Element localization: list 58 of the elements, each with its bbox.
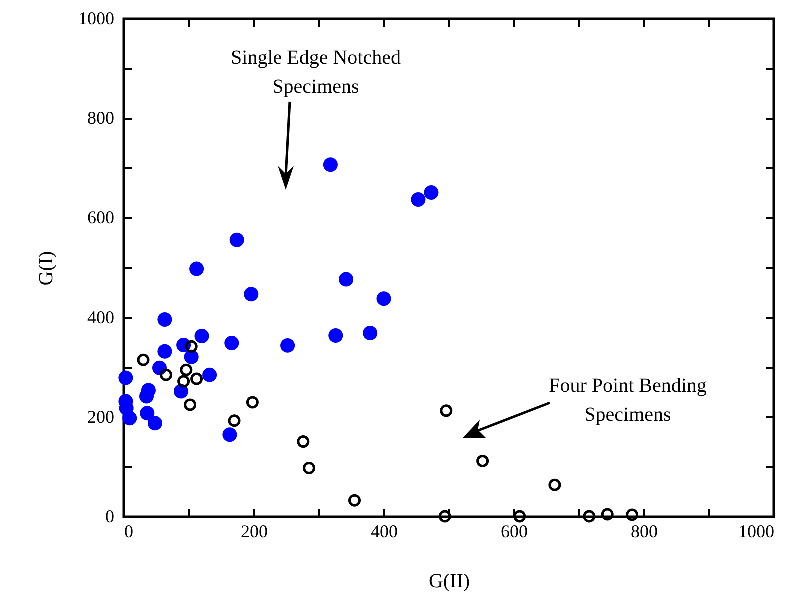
point	[202, 368, 218, 382]
x-tick-label: 1000	[738, 522, 774, 542]
point	[224, 336, 240, 350]
x-tick-label: 200	[241, 522, 268, 542]
point	[160, 368, 172, 382]
point	[583, 510, 596, 523]
point	[363, 326, 378, 340]
y-axis-title: G(I)	[36, 251, 58, 286]
point	[411, 192, 426, 208]
annotation: Single Edge Notched Specimens	[231, 47, 401, 98]
point	[194, 328, 210, 344]
point	[184, 398, 197, 412]
point	[438, 510, 452, 523]
point	[178, 375, 190, 388]
point	[137, 354, 150, 366]
point	[440, 404, 453, 418]
point	[476, 454, 490, 468]
x-tick-label: 600	[501, 522, 528, 542]
point	[190, 262, 204, 276]
point	[185, 340, 198, 353]
point	[626, 508, 639, 522]
point	[339, 272, 354, 287]
point	[601, 508, 614, 521]
y-tick-label: 200	[88, 406, 114, 427]
point	[158, 312, 172, 328]
point	[323, 158, 338, 172]
y-tick-label: 400	[88, 307, 114, 328]
point	[376, 292, 392, 306]
point	[348, 494, 361, 507]
point	[140, 406, 155, 421]
point	[184, 350, 199, 364]
point	[244, 287, 259, 302]
point	[122, 411, 138, 426]
point	[118, 370, 134, 386]
point	[424, 186, 439, 200]
point	[280, 338, 296, 353]
annotation: Four Point Bending Specimens	[549, 375, 707, 426]
point	[228, 414, 241, 428]
y-tick-label: 600	[88, 208, 114, 228]
point	[190, 372, 204, 386]
x-tick-label: 400	[371, 522, 398, 542]
point	[148, 416, 162, 431]
x-axis-title: G(II)	[428, 570, 470, 592]
point	[328, 328, 344, 343]
point	[548, 478, 562, 492]
y-tick-label: 0	[106, 506, 114, 526]
point	[158, 344, 172, 359]
y-tick-label: 1000	[78, 8, 114, 28]
point	[514, 510, 526, 523]
x-tick-label: 0	[124, 522, 134, 542]
x-tick-label: 800	[631, 522, 658, 542]
point	[222, 428, 238, 442]
point	[303, 462, 316, 474]
point	[297, 436, 310, 448]
point	[180, 364, 193, 376]
y-tick-label: 800	[88, 108, 114, 128]
point	[230, 232, 244, 248]
point	[246, 396, 259, 409]
